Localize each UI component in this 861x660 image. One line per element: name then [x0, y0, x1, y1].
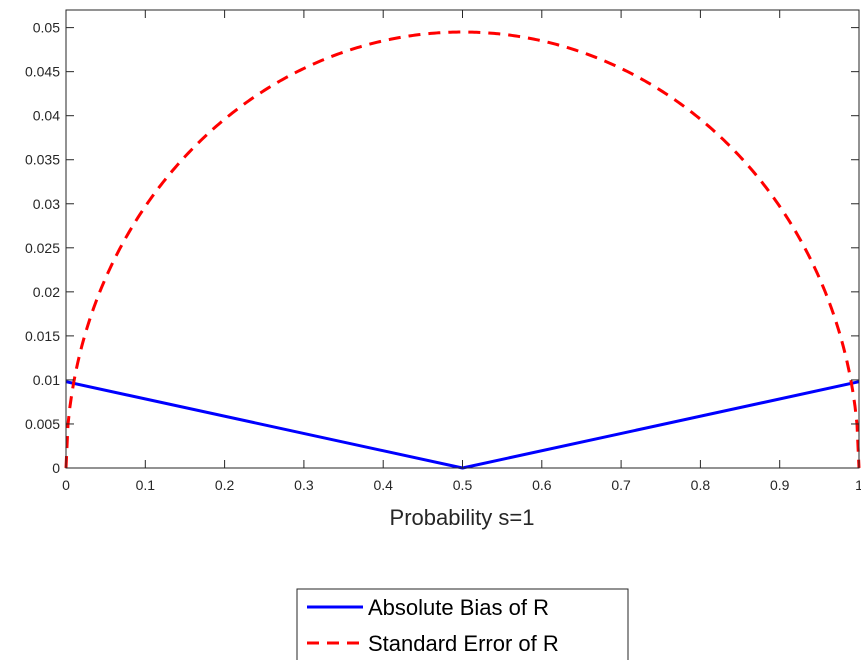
x-tick-label: 0.2	[215, 477, 235, 493]
y-tick-label: 0.005	[25, 416, 60, 432]
legend-label-absolute-bias: Absolute Bias of R	[368, 595, 549, 620]
x-tick-label: 0.6	[532, 477, 552, 493]
y-tick-label: 0.05	[33, 20, 60, 36]
x-tick-label: 0.9	[770, 477, 790, 493]
legend: Absolute Bias of R Standard Error of R	[296, 588, 629, 660]
x-axis-title: Probability s=1	[390, 505, 535, 530]
plot-area	[66, 10, 859, 468]
y-axis-ticks: 0 0.005 0.01 0.015 0.02 0.025 0.03 0.035 0.04 0.0…	[25, 20, 859, 476]
y-tick-label: 0.035	[25, 152, 60, 168]
x-tick-label: 1	[855, 477, 861, 493]
y-tick-label: 0.04	[33, 108, 60, 124]
x-tick-label: 0.5	[453, 477, 473, 493]
y-tick-label: 0.025	[25, 240, 60, 256]
series-line-standard-error	[64, 30, 861, 469]
y-tick-label: 0.02	[33, 284, 60, 300]
x-axis-ticks: 0 0.1 0.2 0.3 0.4 0.5 0.6 0.7 0.8 0.9 1	[62, 10, 861, 493]
x-tick-label: 0.8	[691, 477, 711, 493]
x-tick-label: 0.1	[136, 477, 156, 493]
x-tick-label: 0.3	[294, 477, 314, 493]
y-tick-label: 0	[52, 460, 60, 476]
y-tick-label: 0.015	[25, 328, 60, 344]
x-tick-label: 0.7	[611, 477, 631, 493]
x-tick-label: 0	[62, 477, 70, 493]
y-tick-label: 0.03	[33, 196, 60, 212]
y-tick-label: 0.01	[33, 372, 60, 388]
x-tick-label: 0.4	[373, 477, 393, 493]
legend-label-standard-error: Standard Error of R	[368, 631, 559, 656]
legend-box	[296, 588, 629, 660]
y-tick-label: 0.045	[25, 64, 60, 80]
